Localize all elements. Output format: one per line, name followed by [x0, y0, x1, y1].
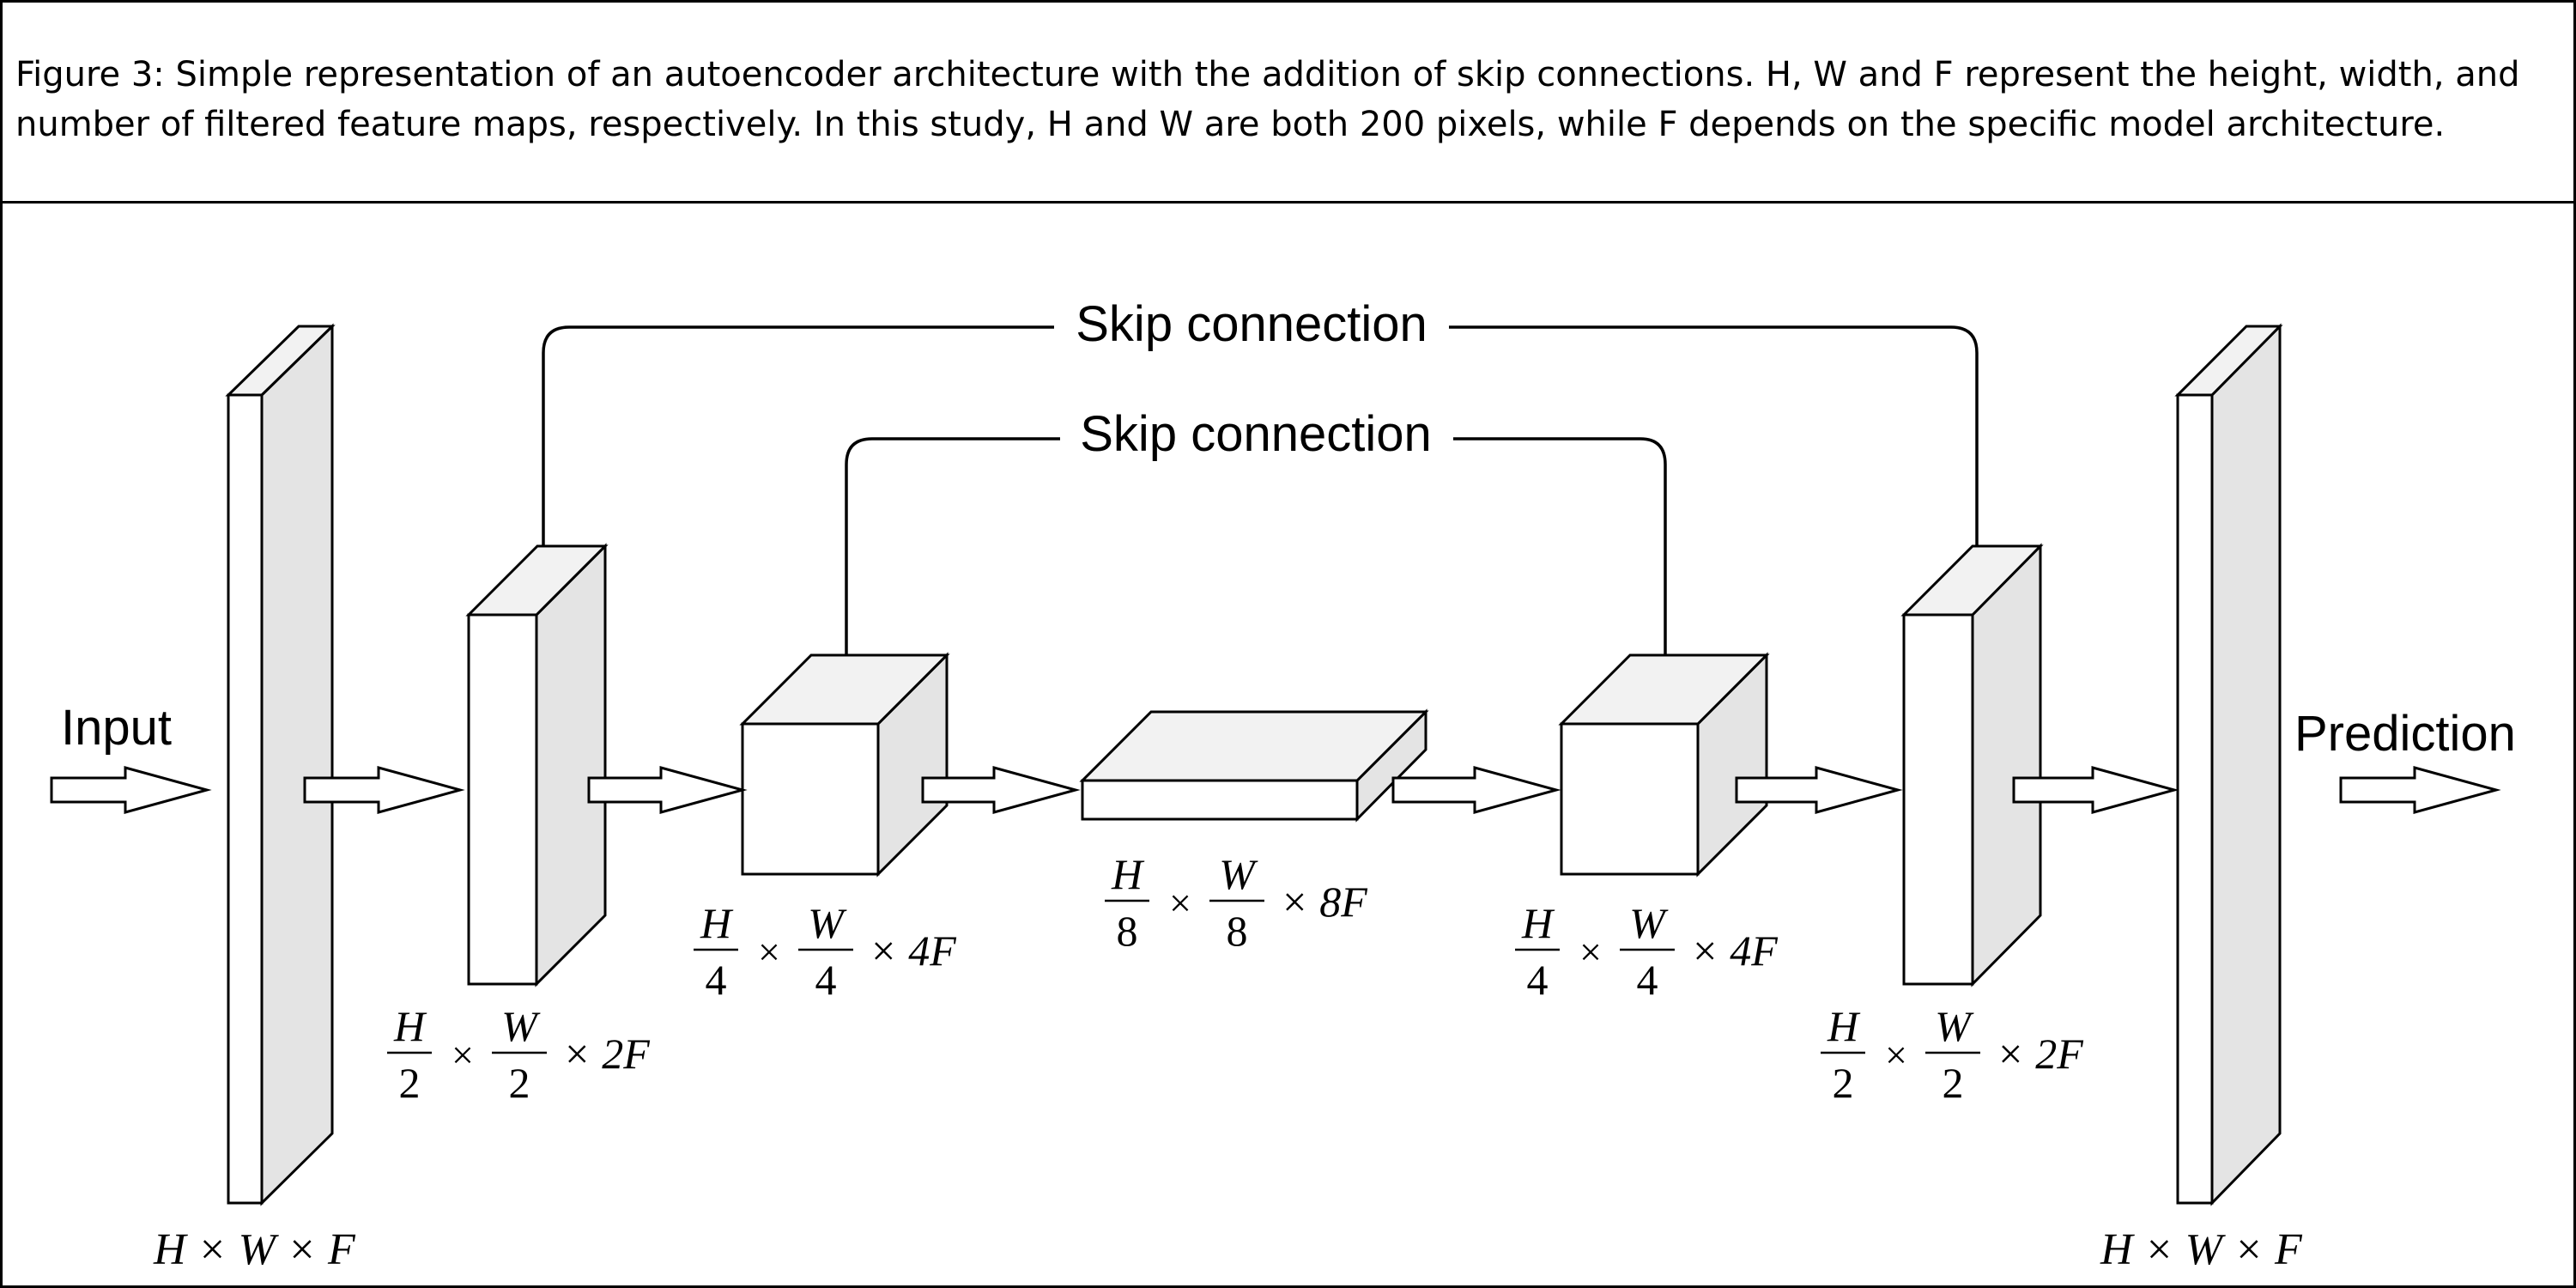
- times-symbol: ×: [1885, 1033, 1907, 1077]
- arrow-into-decoder-1: [1391, 766, 1561, 814]
- arrow-into-encoder-1: [303, 766, 465, 814]
- fraction-numerator-h: H: [1827, 1002, 1861, 1050]
- dim-label-output: H × W × F: [2100, 1225, 2303, 1274]
- dimension-tail: × 2F: [1996, 1030, 2083, 1078]
- dimension-tail: × 4F: [869, 927, 956, 975]
- skip-connection-inner-label: Skip connection: [1080, 406, 1431, 462]
- fraction-denominator-w: 2: [509, 1059, 530, 1107]
- dim-label-decoder-1: H 4 × W 4 × 4F: [1515, 899, 1778, 1004]
- block-input-feature-map: [225, 323, 336, 1206]
- dim-label-decoder-2: H 2 × W 2 × 2F: [1821, 1002, 2083, 1107]
- skip-connection-outer-label-bg: [1054, 295, 1449, 355]
- times-symbol: ×: [758, 930, 780, 974]
- dimension-tail: × 8F: [1280, 878, 1367, 926]
- input-label: Input: [61, 700, 172, 756]
- fraction-denominator-w: 8: [1227, 907, 1248, 955]
- times-symbol: ×: [1579, 930, 1602, 974]
- fraction-numerator-h: H: [1111, 850, 1145, 898]
- block-decoder-1: [1558, 652, 1770, 878]
- fraction-denominator-h: 2: [1833, 1059, 1854, 1107]
- fraction-numerator-w: W: [501, 1002, 541, 1050]
- arrow-into-input: [50, 766, 212, 814]
- fraction-numerator-w: W: [808, 899, 847, 947]
- arrow-into-decoder-2: [1735, 766, 1903, 814]
- dim-label-input: H × W × F: [153, 1225, 356, 1274]
- dim-label-bottleneck: H 8 × W 8 × 8F: [1105, 850, 1367, 955]
- dimension-tail: × 2F: [562, 1030, 650, 1078]
- block-bottleneck: [1079, 708, 1429, 823]
- block-decoder-2: [1900, 543, 2044, 987]
- arrow-into-bottleneck: [921, 766, 1081, 814]
- fraction-denominator-h: 4: [1527, 956, 1549, 1004]
- fraction-numerator-w: W: [1219, 850, 1258, 898]
- fraction-denominator-w: 4: [815, 956, 837, 1004]
- fraction-numerator-w: W: [1629, 899, 1669, 947]
- block-encoder-2: [739, 652, 950, 878]
- fraction-numerator-w: W: [1935, 1002, 1974, 1050]
- prediction-label: Prediction: [2294, 706, 2516, 762]
- skip-connection-outer-line: [542, 325, 1979, 576]
- fraction-denominator-h: 2: [399, 1059, 421, 1107]
- skip-connection-inner-label-bg: [1060, 406, 1453, 466]
- times-symbol: ×: [452, 1033, 474, 1077]
- figure-caption: Figure 3: Simple representation of an au…: [3, 3, 2573, 204]
- dim-label-encoder-1: H 2 × W 2 × 2F: [387, 1002, 650, 1107]
- arrow-into-encoder-2: [587, 766, 748, 814]
- fraction-denominator-h: 4: [706, 956, 727, 1004]
- fraction-denominator-w: 2: [1943, 1059, 1964, 1107]
- skip-connection-outer-label: Skip connection: [1076, 296, 1427, 352]
- fraction-numerator-h: H: [393, 1002, 427, 1050]
- dim-label-encoder-2: H 4 × W 4 × 4F: [694, 899, 956, 1004]
- autoencoder-diagram: Input Prediction Skip connection Skip co…: [50, 295, 2516, 1274]
- flow-arrows: [50, 766, 2501, 814]
- fraction-numerator-h: H: [700, 899, 734, 947]
- dimension-tail: × 4F: [1690, 927, 1778, 975]
- fraction-denominator-w: 4: [1637, 956, 1658, 1004]
- arrow-into-output: [2012, 766, 2179, 814]
- fraction-numerator-h: H: [1521, 899, 1555, 947]
- block-output-feature-map: [2174, 323, 2283, 1206]
- times-symbol: ×: [1169, 881, 1191, 925]
- skip-connection-inner-line: [845, 437, 1667, 688]
- block-encoder-1: [465, 543, 609, 987]
- arrow-out-prediction: [2339, 766, 2501, 814]
- fraction-denominator-h: 8: [1117, 907, 1138, 955]
